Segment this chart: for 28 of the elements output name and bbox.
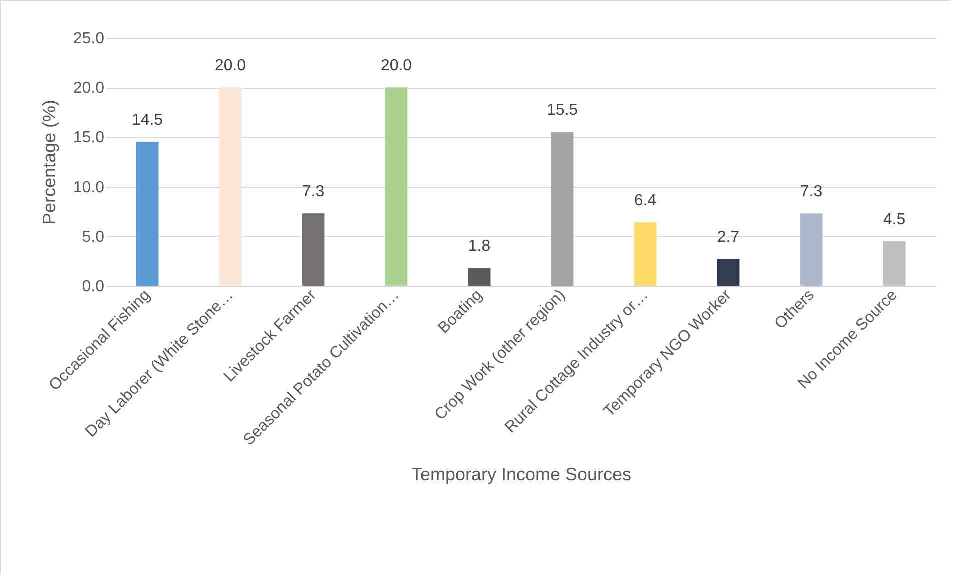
bar <box>136 142 159 286</box>
data-label: 20.0 <box>380 58 412 75</box>
data-label: 14.5 <box>132 112 164 130</box>
y-tick-label: 0.0 <box>82 278 105 296</box>
bar <box>883 241 906 286</box>
y-axis-title: Percentage (%) <box>39 100 60 226</box>
x-axis-title: Temporary Income Sources <box>411 464 632 484</box>
data-label: 7.3 <box>800 184 823 201</box>
data-label: 4.5 <box>883 211 906 228</box>
y-tick-label: 15.0 <box>73 130 105 147</box>
data-label: 15.5 <box>546 102 578 120</box>
data-label: 2.7 <box>717 229 740 246</box>
y-tick-label: 10.0 <box>73 179 105 196</box>
data-label: 7.3 <box>302 184 325 201</box>
y-tick-label: 20.0 <box>73 80 105 98</box>
bar <box>468 268 491 286</box>
bar <box>717 259 740 286</box>
bar <box>219 88 242 286</box>
data-label: 20.0 <box>214 58 246 75</box>
y-tick-label: 25.0 <box>73 30 105 48</box>
y-tick-label: 5.0 <box>82 228 105 246</box>
data-label: 6.4 <box>634 192 657 210</box>
bar <box>800 214 823 286</box>
bar <box>551 132 574 286</box>
bar <box>385 88 408 286</box>
bar <box>634 222 657 286</box>
data-label: 1.8 <box>468 238 491 256</box>
bar <box>302 214 325 286</box>
